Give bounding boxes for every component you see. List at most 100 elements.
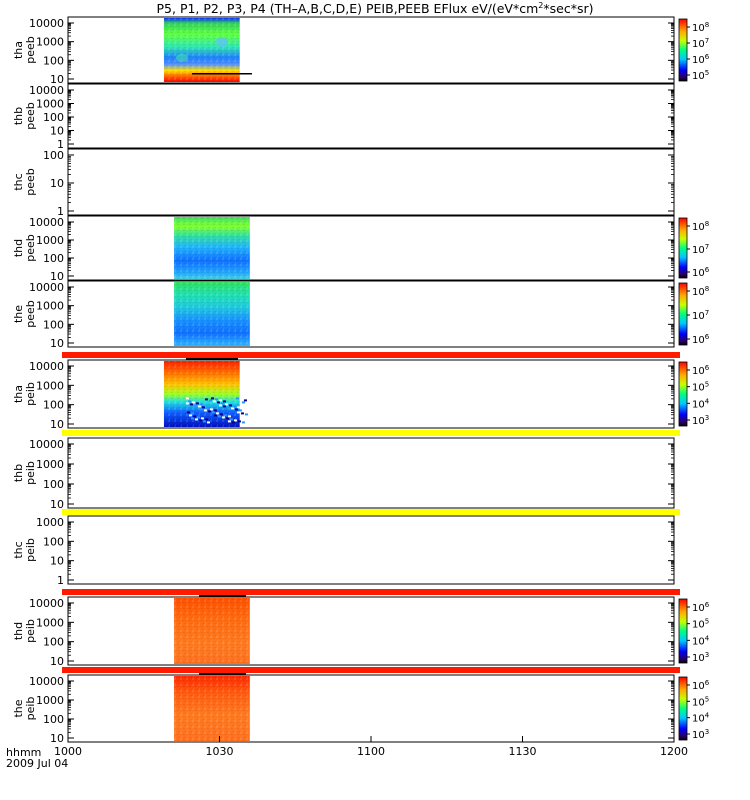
spectrogram-pixel — [236, 406, 240, 409]
spectrogram-pixel — [224, 403, 228, 406]
y-tick-label: 1000 — [36, 616, 64, 629]
colorbar-tick-label: 105 — [692, 695, 709, 708]
colorbar-tick-label: 103 — [692, 414, 709, 427]
y-tick-label: 100 — [43, 54, 64, 67]
spectrogram-pixel — [191, 401, 195, 404]
y-tick-label: 1000 — [36, 36, 64, 49]
colorbar-tick-label: 106 — [692, 364, 710, 377]
y-tick-label: 10 — [50, 177, 64, 190]
spectrogram-pixel — [200, 417, 204, 420]
spectrogram-texture — [163, 18, 240, 82]
panel-thc-peib: 1000 100 10 1 thc peib — [12, 515, 675, 587]
spectrogram-texture — [174, 598, 250, 664]
spectrogram-line — [199, 595, 247, 597]
spectrogram-pixel — [190, 417, 194, 420]
spectrogram-pixel — [185, 397, 189, 400]
spectrogram-pixel — [192, 415, 196, 418]
spectrogram-pixel — [218, 399, 222, 402]
date-label: 2009 Jul 04 — [6, 757, 68, 770]
y-tick-label: 10 — [50, 555, 64, 568]
panel-thd-peeb: 10000 1000 100 10 thd peeb 108 107 106 — [12, 215, 710, 283]
colorbar-tick-label: 105 — [692, 381, 709, 394]
spectrogram-pixel — [210, 397, 214, 400]
colorbar-tick-label: 108 — [692, 220, 709, 233]
panel-frame — [67, 215, 675, 281]
y-tick-label: 10000 — [29, 84, 64, 97]
status-bar-red — [62, 589, 680, 595]
spectrogram-pixel — [193, 404, 197, 407]
colorbar-tick-label: 106 — [692, 679, 710, 692]
y-tick-label: 100 — [43, 636, 64, 649]
product-label: peib — [24, 461, 37, 485]
spectrogram-line — [199, 673, 247, 675]
y-tick-label: 1000 — [36, 694, 64, 707]
spectrogram-pixel — [234, 408, 238, 411]
y-tick-label: 10 — [50, 337, 64, 350]
y-tick-label: 10 — [50, 732, 64, 745]
y-tick-label: 10 — [50, 418, 64, 431]
probe-label: thc — [12, 173, 25, 190]
colorbar — [678, 217, 688, 279]
product-label: peib — [24, 697, 37, 721]
y-tick-label: 10 — [50, 498, 64, 511]
y-tick-label: 10000 — [29, 438, 64, 451]
spectrogram-pixel — [207, 410, 211, 413]
colorbar-tick-label: 108 — [692, 21, 709, 34]
colorbar-tick-label: 104 — [692, 712, 710, 725]
spectrogram-pixel — [243, 399, 247, 402]
spectrogram-pixel — [218, 404, 222, 407]
spectrogram-line — [185, 358, 238, 360]
x-tick-label: 1130 — [509, 745, 537, 758]
y-tick-label: 1000 — [36, 379, 64, 392]
spectrogram-pixel — [197, 405, 201, 408]
spectrogram-pixel — [232, 405, 236, 408]
spectrogram-pixel — [187, 400, 191, 403]
y-tick-label: 100 — [43, 478, 64, 491]
spectrogram-pixel — [238, 409, 242, 412]
y-tick-label: 1 — [57, 574, 64, 587]
spectrogram-pixel — [220, 402, 224, 405]
spectrogram-feature — [215, 37, 228, 48]
y-tick-label: 10 — [50, 270, 64, 283]
probe-label: thc — [12, 541, 25, 558]
product-label: peib — [24, 619, 37, 643]
spectrogram-pixel — [204, 418, 208, 421]
colorbar — [678, 18, 688, 82]
figure-title: P5, P1, P2, P3, P4 (TH–A,B,C,D,E) PEIB,P… — [157, 1, 594, 16]
spectrogram-pixel — [214, 398, 218, 401]
y-tick-label: 10000 — [29, 597, 64, 610]
x-tick-label: 1100 — [357, 745, 385, 758]
probe-label: thd — [12, 239, 25, 257]
x-tick-label: 1030 — [206, 745, 234, 758]
spectrogram-pixel — [195, 402, 199, 405]
panel-the-peeb: 10000 1000 100 10 the peeb 108 107 106 — [12, 280, 710, 350]
spectrogram-pixel — [189, 403, 193, 406]
spectrogram-pixel — [198, 419, 202, 422]
y-tick-label: 100 — [43, 111, 64, 124]
x-tick-label: 1200 — [660, 745, 688, 758]
spectrogram-pixel — [222, 405, 226, 408]
colorbar-tick-label: 107 — [692, 309, 709, 322]
product-label: peeb — [24, 168, 37, 196]
y-tick-label: 10000 — [29, 675, 64, 688]
panel-frame — [67, 280, 675, 348]
y-tick-label: 10000 — [29, 17, 64, 30]
colorbar-tick-label: 103 — [692, 728, 709, 741]
colorbar-tick-label: 106 — [692, 601, 710, 614]
spectrogram-pixel — [213, 414, 217, 417]
probe-label: thb — [12, 107, 25, 125]
status-bar-yellow — [62, 430, 680, 436]
spectrogram-pixel — [223, 414, 227, 417]
probe-label: the — [12, 305, 25, 323]
product-label: peeb — [24, 234, 37, 262]
y-tick-label: 10 — [50, 655, 64, 668]
colorbar-tick-label: 106 — [692, 53, 710, 66]
spectrogram-pixel — [231, 421, 235, 424]
panel-frame — [67, 148, 675, 216]
colorbar-tick-label: 104 — [692, 397, 710, 410]
spectrogram-pixel — [196, 416, 200, 419]
panel-the-peib: 10000 1000 100 10 the peib 106 105 104 103 — [12, 673, 710, 745]
spectrogram-pixel — [212, 400, 216, 403]
x-axis: 1000 1030 1100 1130 1200 — [54, 736, 688, 758]
